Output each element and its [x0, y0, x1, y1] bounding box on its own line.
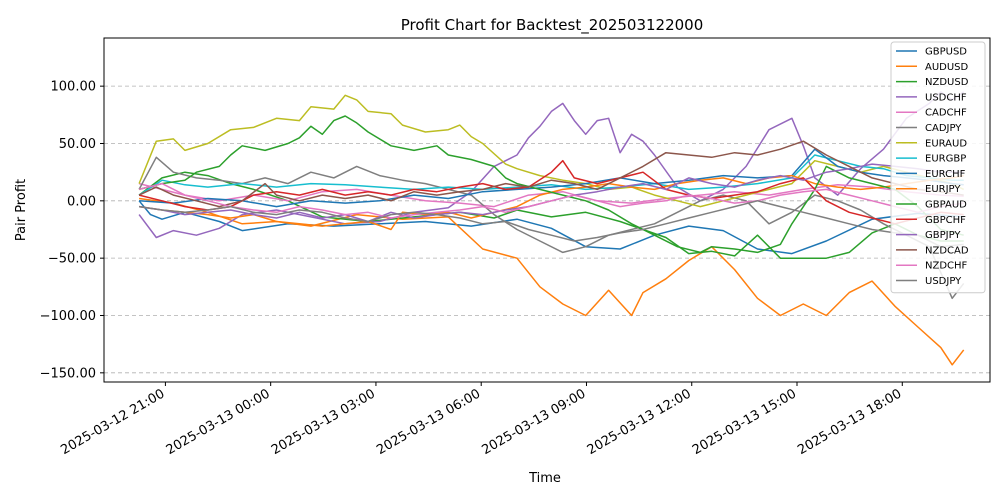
legend-label: NZDCHF: [925, 261, 968, 272]
legend-label: CADCHF: [925, 108, 967, 119]
y-tick-label: 50.00: [59, 137, 96, 152]
y-tick-label: 0.00: [67, 194, 96, 209]
series-line-gbpusd: [138, 200, 964, 255]
series-line-gbpchf: [138, 159, 964, 225]
chart-title: Profit Chart for Backtest_202503122000: [401, 16, 704, 35]
series-line-usdjpy: [138, 200, 964, 248]
legend-label: GBPAUD: [925, 200, 967, 211]
legend-label: EURCHF: [925, 169, 966, 180]
legend-label: EURJPY: [925, 184, 961, 195]
legend: GBPUSD AUDUSD NZDUSD USDCHF CADCHF CADJPY EURA…: [890, 41, 986, 294]
y-tick-label: 100.00: [51, 80, 97, 95]
y-tick-label: −100.00: [40, 309, 96, 324]
series-line-eurchf: [139, 148, 964, 208]
legend-label: NZDCAD: [925, 245, 969, 256]
grid: [104, 85, 990, 374]
series-line-gbpaud: [138, 115, 964, 254]
legend-label: EURGBP: [925, 154, 966, 165]
legend-label: NZDUSD: [925, 77, 969, 88]
series-line-audusd: [139, 197, 965, 366]
series-line-nzdusd: [138, 171, 964, 259]
series-line-cadjpy: [138, 156, 965, 300]
series-line-usdchf: [138, 91, 965, 239]
legend-label: GBPUSD: [925, 47, 967, 58]
series-line-nzdchf: [138, 182, 964, 219]
series-line-eurgbp: [138, 154, 964, 196]
legend-label: USDJPY: [925, 276, 962, 287]
legend-label: GBPCHF: [925, 215, 966, 226]
legend-label: EURAUD: [925, 138, 967, 149]
y-tick-label: −50.00: [48, 252, 96, 267]
legend-label: GBPJPY: [925, 230, 961, 241]
plot-area: [104, 38, 990, 382]
series-line-euraud: [138, 94, 965, 208]
plot-border: [103, 37, 991, 383]
legend-label: USDCHF: [925, 92, 967, 103]
series-lines: [138, 91, 965, 366]
series-line-nzdcad: [138, 140, 964, 208]
legend-box: [890, 41, 986, 294]
x-axis-title: Time: [528, 471, 561, 486]
legend-label: AUDUSD: [925, 62, 969, 73]
y-axis-title: Pair Profit: [14, 179, 29, 241]
legend-label: CADJPY: [925, 123, 962, 134]
y-tick-label: −150.00: [40, 366, 96, 381]
y-axis-ticks: −150.00 −100.00 −50.00 0.00 50.00 100.00: [40, 80, 104, 381]
